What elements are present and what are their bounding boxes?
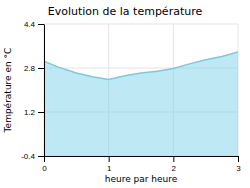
tick-label: 2.8 xyxy=(24,64,36,73)
tick-label: 4.4 xyxy=(24,20,36,29)
x-axis: 0 1 2 3 xyxy=(42,156,241,173)
tick-mark xyxy=(38,112,44,113)
tick: 4.4 xyxy=(24,20,44,29)
tick: 1.2 xyxy=(24,108,44,117)
y-axis: -0.4 1.2 2.8 4.4 xyxy=(21,20,44,161)
axis-line xyxy=(45,156,239,157)
tick: 2.8 xyxy=(24,64,44,73)
axis-line xyxy=(44,25,45,157)
tick-mark xyxy=(109,156,110,162)
marks xyxy=(44,52,238,156)
tick: 0 xyxy=(42,156,47,173)
tick: -0.4 xyxy=(21,152,44,161)
tick-label: 0 xyxy=(42,164,47,173)
tick-label: -0.4 xyxy=(21,152,35,161)
area xyxy=(44,52,238,156)
tick-label: 2 xyxy=(172,164,177,173)
tick-mark xyxy=(173,156,174,162)
grid-line xyxy=(44,24,45,156)
tick-mark xyxy=(38,156,44,157)
y-axis-title: Température en °C xyxy=(3,48,13,134)
tick-label: 1 xyxy=(107,164,112,173)
tick-mark xyxy=(38,24,44,25)
tick: 1 xyxy=(107,156,112,173)
tick-label: 1.2 xyxy=(24,108,36,117)
plot-area: 0 1 2 3 -0.4 1.2 2.8 4.4 xyxy=(21,20,241,173)
tick: 3 xyxy=(236,156,241,173)
tick-mark xyxy=(238,156,239,162)
x-axis-title: heure par heure xyxy=(105,174,178,184)
chart: 0 1 2 3 -0.4 1.2 2.8 4.4 Evolution de la tempéra… xyxy=(0,0,250,188)
line xyxy=(44,52,238,80)
tick: 2 xyxy=(172,156,177,173)
grid-line xyxy=(44,24,238,25)
tick-mark xyxy=(38,68,44,69)
title: Evolution de la température xyxy=(48,5,203,18)
tick-mark xyxy=(44,156,45,162)
tick-label: 3 xyxy=(236,164,241,173)
grid xyxy=(44,24,238,156)
